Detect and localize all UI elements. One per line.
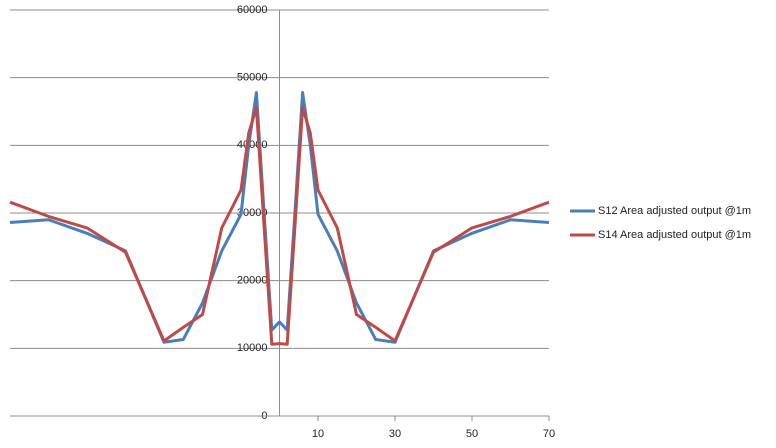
x-tick-label: 10 [312, 428, 324, 440]
y-tick-label: 20000 [237, 275, 268, 287]
x-tick-label: 70 [543, 428, 555, 440]
y-tick-label: 40000 [237, 139, 268, 151]
y-tick-label: 60000 [237, 4, 268, 16]
legend-label: S14 Area adjusted output @1m [598, 229, 751, 241]
y-tick-label: 10000 [237, 342, 268, 354]
x-tick-label: 50 [466, 428, 478, 440]
y-tick-label: 30000 [237, 207, 268, 219]
legend-label: S12 Area adjusted output @1m [598, 205, 751, 217]
y-tick-label: 50000 [237, 72, 268, 84]
series-line [9, 91, 550, 344]
x-tick-label: 30 [389, 428, 401, 440]
series-line [9, 105, 550, 346]
